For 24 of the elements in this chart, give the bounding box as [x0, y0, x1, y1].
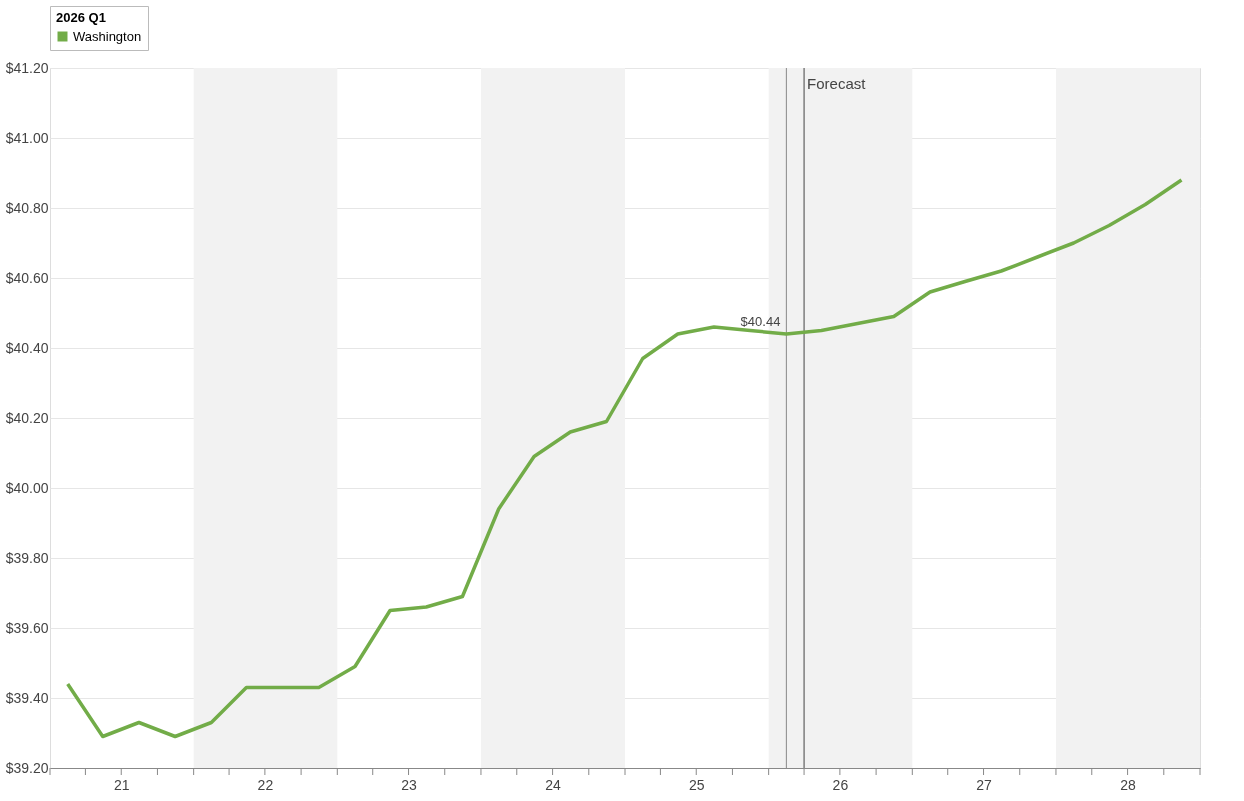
line-series	[65, 178, 1184, 739]
y-tick-label: $39.80	[5, 549, 49, 566]
y-tick-label: $41.20	[5, 59, 49, 76]
legend-label: Washington	[73, 28, 142, 44]
y-tick-label: $39.20	[5, 759, 49, 776]
annotation: $40.44	[740, 314, 781, 329]
y-tick-label: $40.20	[5, 409, 49, 426]
y-tick-label: $40.80	[5, 199, 49, 216]
x-tick-label: 24	[545, 776, 562, 793]
y-tick-label: $40.00	[5, 479, 49, 496]
y-tick-label: $40.40	[5, 339, 49, 356]
y-tick-label: $39.40	[5, 689, 49, 706]
x-tick-label: 26	[832, 776, 849, 793]
x-tick-label: 25	[688, 776, 705, 793]
x-tick-label: 22	[257, 776, 274, 793]
x-tick-label: 27	[976, 776, 993, 793]
x-tick-label: 23	[401, 776, 418, 793]
y-tick-label: $41.00	[5, 129, 49, 146]
legend-title: 2026 Q1	[56, 10, 106, 25]
x-tick-label: 28	[1120, 776, 1137, 793]
x-tick-label: 21	[113, 776, 130, 793]
y-tick-label: $39.60	[5, 619, 49, 636]
ref-line-label: Forecast	[807, 75, 867, 92]
y-tick-label: $40.60	[5, 269, 49, 286]
